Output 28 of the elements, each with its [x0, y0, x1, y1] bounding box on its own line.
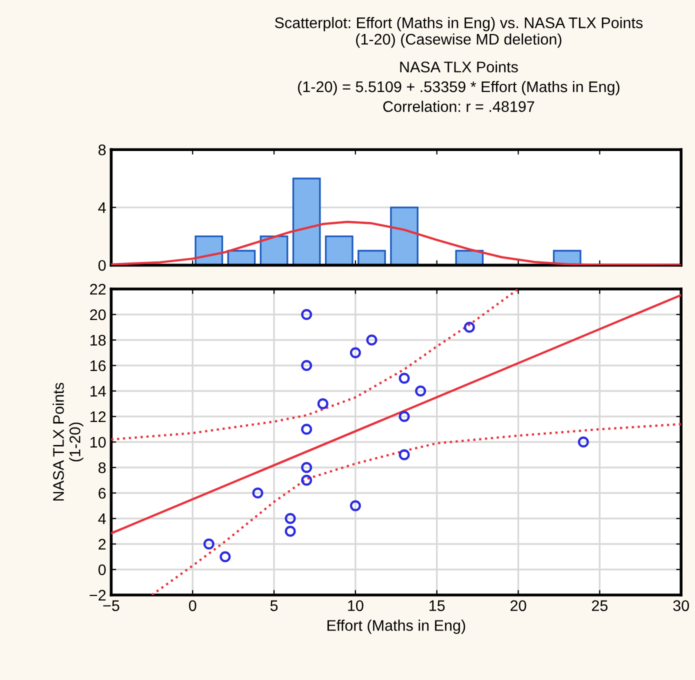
y-tick-label: 18	[90, 334, 106, 346]
x-tick-label: 0	[188, 600, 196, 612]
y-axis-title: NASA TLX Points (1-20)	[52, 382, 84, 500]
y-tick-label: 4	[98, 202, 106, 213]
y-tick-label: 4	[98, 514, 106, 524]
chart-title: Scatterplot: Effort (Maths in Eng) vs. NASA TLX Points (1-20) (Casewise MD deletion)	[274, 17, 643, 48]
y-tick-label: 2	[98, 538, 106, 550]
y-tick-label: 20	[90, 309, 106, 320]
y-tick-label: 14	[90, 386, 106, 397]
y-tick-label: 22	[90, 284, 106, 295]
y-tick-label: 8	[98, 462, 106, 474]
y-tick-label: 0	[98, 564, 106, 576]
x-axis-title: Effort (Maths in Eng)	[327, 620, 466, 634]
x-tick-label: 10	[348, 600, 364, 612]
x-tick-label: −5	[103, 600, 120, 612]
chart-subtitle: NASA TLX Points (1-20) = 5.5109 + .53359 * Effort (Maths in Eng) Correlation: r = .48197	[298, 61, 620, 112]
y-tick-label: 0	[98, 260, 106, 271]
y-tick-label: 6	[98, 488, 106, 499]
x-tick-label: 30	[673, 600, 689, 612]
y-tick-label: 10	[90, 436, 106, 448]
x-tick-label: 15	[430, 600, 445, 612]
x-tick-label: 5	[270, 600, 278, 612]
x-tick-label: 25	[592, 600, 608, 612]
y-tick-label: 16	[90, 360, 106, 372]
y-tick-label: 8	[98, 144, 106, 156]
y-tick-label: −2	[90, 590, 106, 601]
y-tick-label: 12	[90, 411, 106, 422]
x-tick-label: 20	[510, 600, 526, 612]
